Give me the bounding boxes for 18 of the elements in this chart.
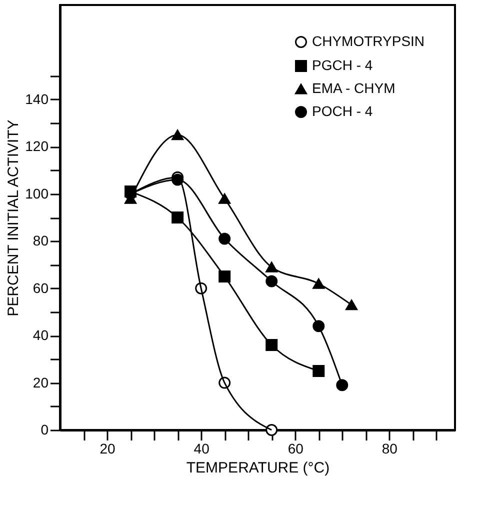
y-tick-label: 60 — [32, 280, 49, 296]
legend-label: CHYMOTRYPSIN — [312, 33, 425, 49]
y-tick-label: 140 — [25, 90, 49, 107]
y-tick-label: 80 — [32, 232, 49, 249]
x-axis-title: TEMPERATURE (°C) — [186, 460, 330, 476]
x-tick-label: 40 — [194, 440, 210, 456]
y-tick-label: 40 — [32, 327, 49, 344]
legend-label: EMA - CHYM — [312, 80, 396, 96]
y-tick-label: 100 — [25, 185, 49, 202]
y-tick-label: 120 — [25, 138, 49, 154]
y-tick-label: 0 — [40, 422, 49, 438]
legend-label: POCH - 4 — [312, 103, 373, 119]
y-tick-label: 20 — [32, 374, 49, 390]
x-tick-label: 20 — [100, 440, 116, 456]
x-tick-label: 80 — [382, 440, 398, 456]
x-tick-label: 60 — [288, 440, 304, 456]
y-axis-title: PERCENT INITIAL ACTIVITY — [5, 120, 22, 316]
legend-label: PGCH - 4 — [312, 57, 373, 73]
